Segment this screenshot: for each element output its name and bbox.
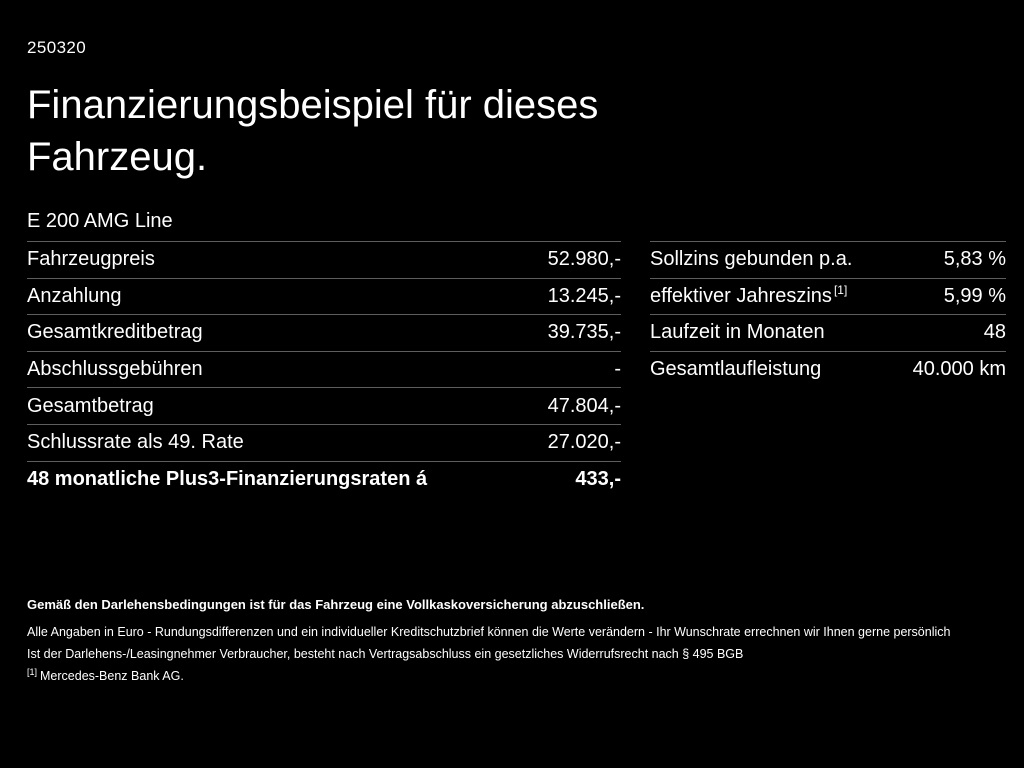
row-value: 52.980,-	[547, 248, 621, 271]
table-row-monthly-rate: 48 monatliche Plus3-Finanzierungsraten á…	[27, 460, 621, 498]
row-label: 48 monatliche Plus3-Finanzierungsraten á	[27, 467, 428, 490]
page-title: Finanzierungsbeispiel für dieses Fahrzeu…	[27, 83, 599, 179]
table-row: Schlussrate als 49. Rate 27.020,-	[27, 423, 621, 461]
row-value: 5,83 %	[943, 248, 1006, 271]
footnote-marker: [1]	[27, 666, 38, 677]
row-value: 5,99 %	[943, 284, 1006, 307]
table-row: Gesamtlaufleistung 40.000 km	[650, 350, 1006, 388]
finance-table: Fahrzeugpreis 52.980,- Anzahlung 13.245,…	[27, 241, 621, 497]
legal-footer: Gemäß den Darlehensbedingungen ist für d…	[27, 594, 995, 687]
table-row: Fahrzeugpreis 52.980,-	[27, 241, 621, 278]
table-row: Sollzins gebunden p.a. 5,83 %	[650, 241, 1006, 278]
row-value: 433,-	[575, 467, 621, 490]
row-label: Laufzeit in Monaten	[650, 321, 825, 344]
row-value: -	[614, 358, 621, 381]
row-label: Anzahlung	[27, 284, 122, 307]
table-row: Abschlussgebühren -	[27, 350, 621, 388]
row-value: 48	[983, 321, 1006, 344]
footer-insurance-note: Gemäß den Darlehensbedingungen ist für d…	[27, 597, 645, 612]
row-label: Sollzins gebunden p.a.	[650, 248, 853, 271]
footnote-marker: [1]	[833, 283, 848, 298]
table-row: effektiver Jahreszins [1] 5,99 %	[650, 277, 1006, 315]
footer-disclaimer-1: Alle Angaben in Euro - Rundungsdifferenz…	[27, 625, 951, 639]
table-row: Gesamtbetrag 47.804,-	[27, 387, 621, 424]
table-row: Laufzeit in Monaten 48	[650, 314, 1006, 351]
document-code: 250320	[27, 38, 87, 57]
row-label: Schlussrate als 49. Rate	[27, 431, 244, 454]
row-label: Fahrzeugpreis	[27, 248, 155, 271]
row-value: 40.000 km	[912, 358, 1006, 381]
row-label: effektiver Jahreszins [1]	[650, 283, 848, 307]
row-value: 13.245,-	[547, 284, 621, 307]
conditions-table: Sollzins gebunden p.a. 5,83 % effektiver…	[650, 241, 1006, 387]
row-label: Gesamtbetrag	[27, 394, 154, 417]
row-value: 27.020,-	[547, 431, 621, 454]
footer-bank-note: [1] Mercedes-Benz Bank AG.	[27, 666, 184, 683]
table-row: Anzahlung 13.245,-	[27, 277, 621, 315]
table-row: Gesamtkreditbetrag 39.735,-	[27, 314, 621, 351]
row-value: 47.804,-	[547, 394, 621, 417]
row-label: Gesamtlaufleistung	[650, 358, 822, 381]
row-value: 39.735,-	[547, 321, 621, 344]
footer-disclaimer-2: Ist der Darlehens-/Leasingnehmer Verbrau…	[27, 647, 744, 661]
row-label: Abschlussgebühren	[27, 358, 203, 381]
vehicle-model: E 200 AMG Line	[27, 210, 173, 232]
row-label: Gesamtkreditbetrag	[27, 321, 203, 344]
